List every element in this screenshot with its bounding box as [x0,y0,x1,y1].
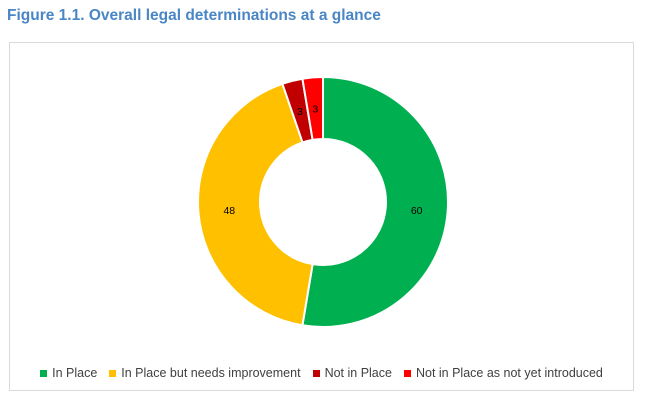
legend-item: Not in Place as not yet introduced [403,366,603,380]
legend-label: Not in Place [324,366,392,380]
legend-swatch [40,369,48,377]
donut-slice-not-in-place-as-not-yet-introduced [301,75,324,142]
legend-item: In Place but needs improvement [109,366,301,380]
legend-item: Not in Place [312,366,392,380]
data-label: 3 [297,106,303,118]
data-label: 3 [312,103,318,115]
donut-slice-in-place [301,75,449,328]
legend-label: Not in Place as not yet introduced [415,366,603,380]
donut-slice-in-place-but-needs-improvement [197,82,314,327]
data-label: 60 [411,205,423,217]
donut-chart: 60 48 3 3 [197,75,449,328]
figure-title: Figure 1.1. Overall legal determinations… [7,7,381,24]
legend-label: In Place [52,366,98,380]
legend-swatch [109,369,117,377]
data-label: 48 [223,205,235,217]
legend-swatch [403,369,411,377]
legend-item: In Place [40,366,97,380]
chart-area: 60 48 3 3 In Place In Place but needs improv… [9,42,634,391]
legend-swatch [312,369,320,377]
chart-legend: In Place In Place but needs improvement No… [10,366,633,380]
legend-label: In Place but needs improvement [121,366,301,380]
